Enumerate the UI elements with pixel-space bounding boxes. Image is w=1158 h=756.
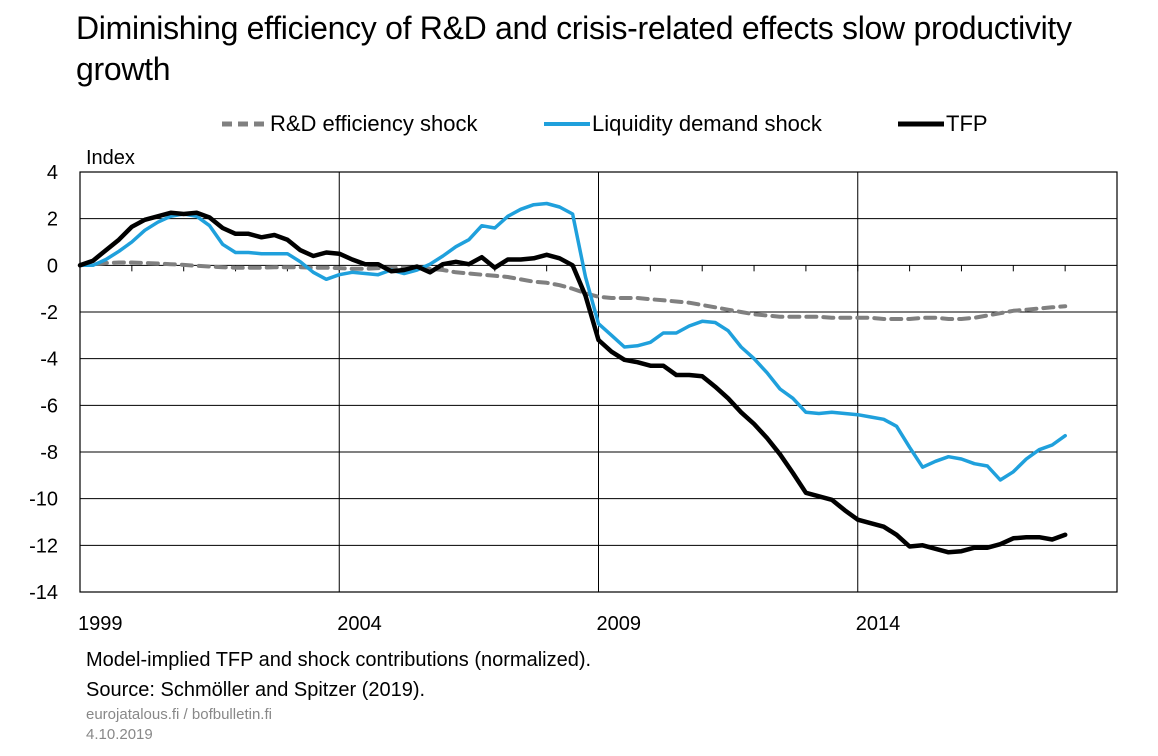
x-tick-label: 1999 [78,613,123,635]
x-tick-label: 2004 [337,613,382,635]
y-tick-label: -2 [40,302,58,324]
y-tick-label: 4 [47,162,58,184]
y-tick-label: -14 [29,582,58,604]
footer-date: 4.10.2019 [86,726,153,743]
chart-title: Diminishing efficiency of R&D and crisis… [76,10,1072,87]
series-liquidity-demand-line [78,201,1067,482]
legend-swatch-tfp [898,121,944,127]
legend-item-tfp: TFP [896,108,988,140]
legend-item-liquidity-demand: Liquidity demand shock [542,108,822,140]
legend-swatch-liquidity-demand [544,122,590,126]
footer-source: Source: Schmöller and Spitzer (2019). [86,679,426,701]
footer-site: eurojatalous.fi / bofbulletin.fi [86,706,272,723]
x-tick-label: 2009 [597,613,642,635]
y-tick-label: -10 [29,489,58,511]
y-tick-label: 0 [47,255,58,277]
plot-frame [79,171,1118,593]
y-tick-label: -4 [40,349,58,371]
legend-label-rd-efficiency: R&D efficiency shock [270,111,478,136]
y-axis-label: Index [86,147,135,169]
series-rd-efficiency-line [78,260,1068,321]
y-tick-label: 2 [47,209,58,231]
footer-note: Model-implied TFP and shock contribution… [86,649,592,671]
legend-swatch-rd-efficiency [222,121,268,127]
line-chart: 4 2 0 -2 -4 -6 -8 -10 -12 -14 1999 2004 2009 2014 Inde… [29,147,1118,635]
legend-label-liquidity-demand: Liquidity demand shock [592,111,822,136]
legend: R&D efficiency shock Liquidity demand sh… [0,108,1158,140]
x-tick-label: 2014 [856,613,901,635]
y-tick-label: -12 [29,535,58,557]
y-tick-label: -6 [40,395,58,417]
legend-item-rd-efficiency: R&D efficiency shock [220,108,477,140]
legend-label-tfp: TFP [946,111,988,136]
y-tick-label: -8 [40,442,58,464]
series-tfp-line [77,210,1068,555]
